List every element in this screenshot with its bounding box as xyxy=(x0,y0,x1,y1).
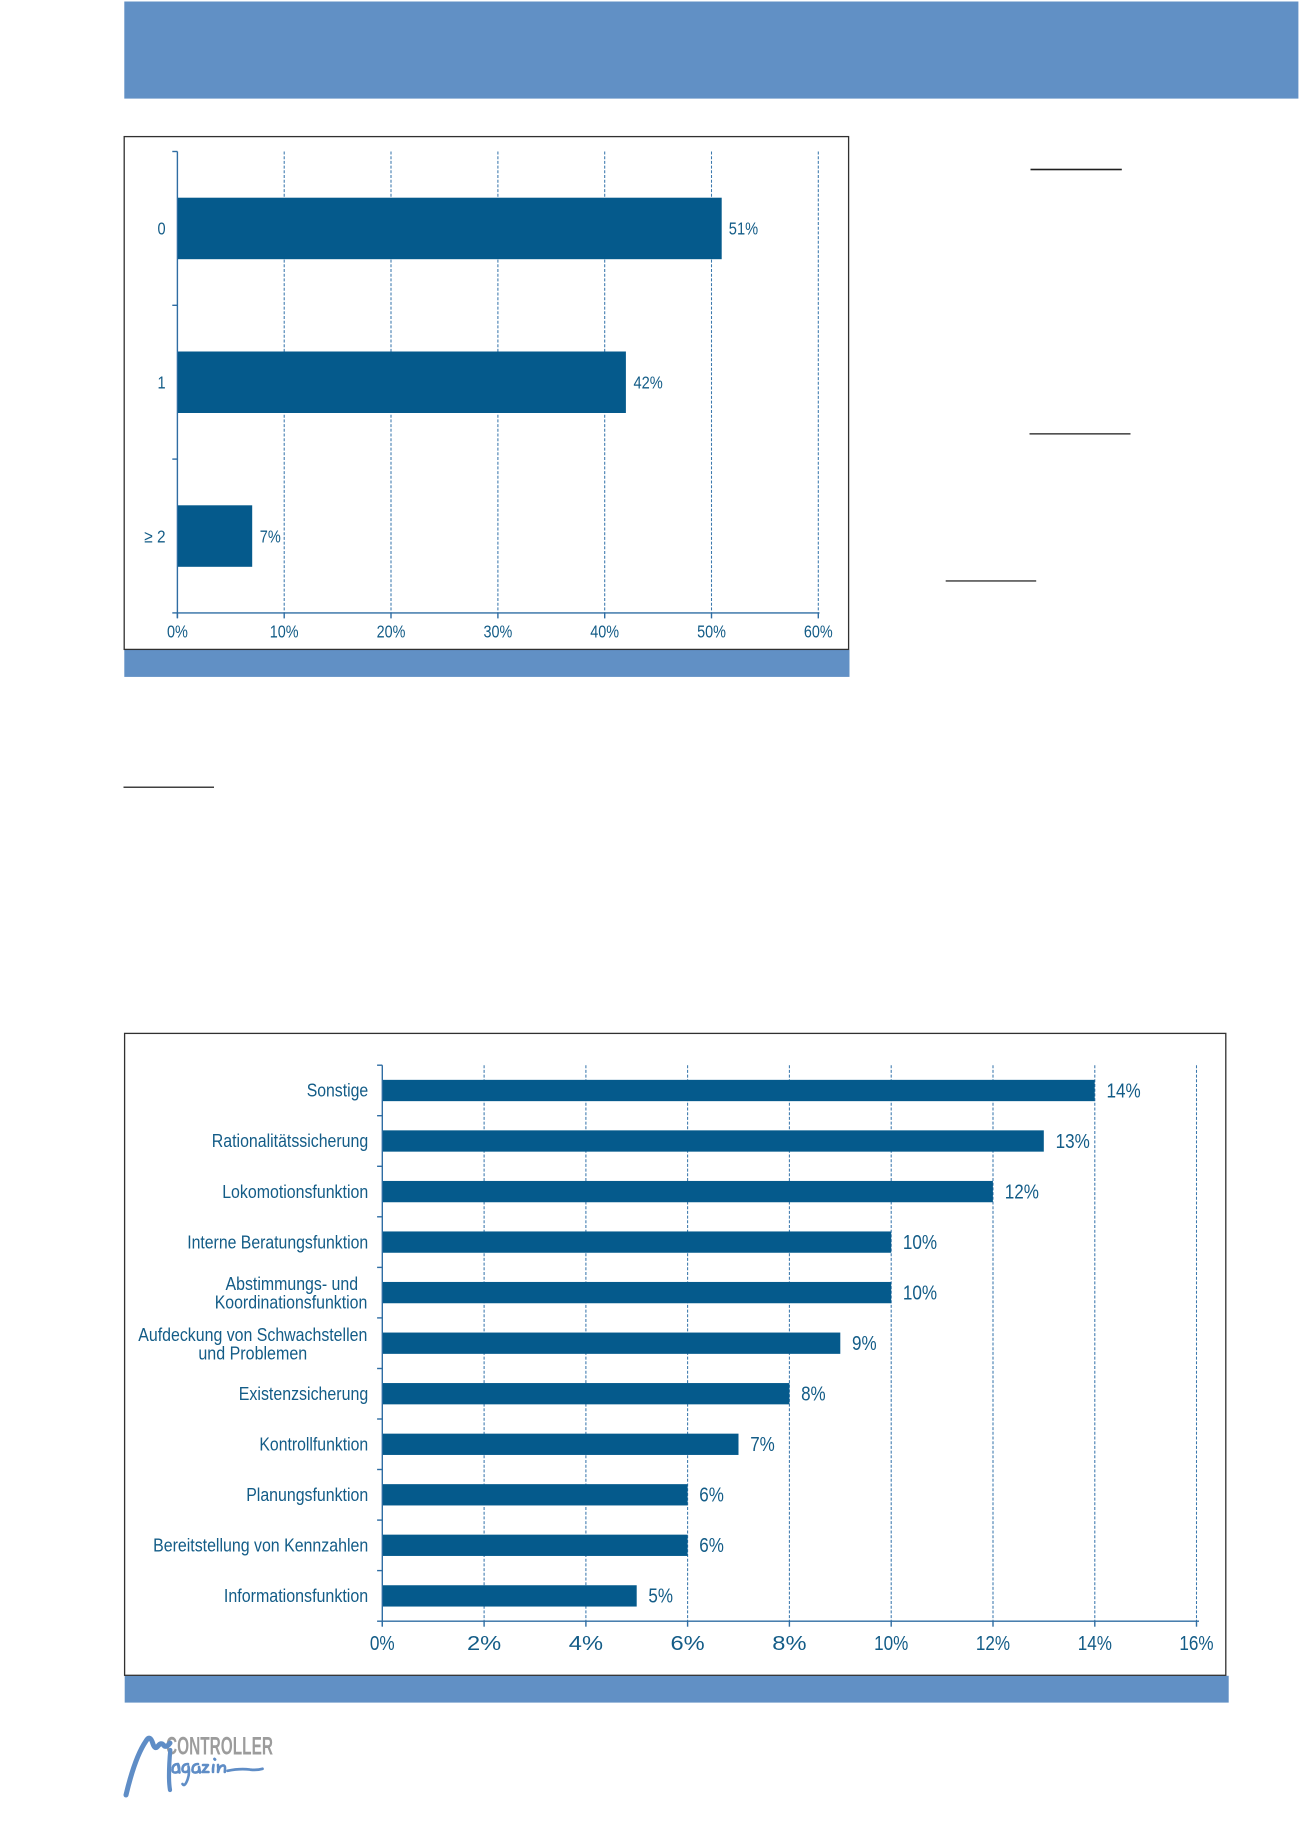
svg-text:Abstimmungs- und: Abstimmungs- und xyxy=(226,1274,359,1294)
svg-text:0%: 0% xyxy=(370,1632,395,1655)
svg-text:10%: 10% xyxy=(874,1632,908,1655)
svg-text:Interne Beratungsfunktion: Interne Beratungsfunktion xyxy=(187,1232,368,1252)
svg-text:Kontrollfunktion: Kontrollfunktion xyxy=(259,1435,368,1455)
svg-text:6%: 6% xyxy=(699,1485,724,1507)
svg-text:Rationalitätssicherung: Rationalitätssicherung xyxy=(212,1131,368,1151)
svg-text:1: 1 xyxy=(158,373,166,393)
svg-text:Informationsfunktion: Informationsfunktion xyxy=(224,1586,368,1606)
svg-text:Sonstige: Sonstige xyxy=(307,1081,369,1101)
svg-text:30%: 30% xyxy=(484,622,513,642)
svg-text:10%: 10% xyxy=(903,1232,937,1254)
svg-text:0%: 0% xyxy=(167,622,188,642)
svg-text:10%: 10% xyxy=(270,622,299,642)
svg-text:42%: 42% xyxy=(634,373,663,393)
svg-text:51%: 51% xyxy=(729,219,758,239)
svg-text:60%: 60% xyxy=(804,622,833,642)
svg-text:Planungsfunktion: Planungsfunktion xyxy=(246,1485,368,1505)
svg-text:7%: 7% xyxy=(750,1434,775,1456)
svg-text:und Problemen: und Problemen xyxy=(198,1343,307,1363)
svg-text:4%: 4% xyxy=(569,1632,603,1655)
svg-text:14%: 14% xyxy=(1107,1080,1141,1102)
svg-text:6%: 6% xyxy=(671,1632,705,1655)
svg-text:14%: 14% xyxy=(1078,1632,1112,1655)
svg-text:6%: 6% xyxy=(699,1535,724,1557)
svg-text:Lokomotionsfunktion: Lokomotionsfunktion xyxy=(222,1182,368,1202)
svg-text:50%: 50% xyxy=(697,622,726,642)
svg-text:10%: 10% xyxy=(903,1282,937,1304)
svg-text:20%: 20% xyxy=(377,622,406,642)
svg-text:9%: 9% xyxy=(852,1333,877,1355)
svg-text:2%: 2% xyxy=(467,1632,501,1655)
svg-text:40%: 40% xyxy=(590,622,619,642)
svg-text:12%: 12% xyxy=(976,1632,1010,1655)
svg-text:≥ 2: ≥ 2 xyxy=(144,526,165,546)
svg-text:12%: 12% xyxy=(1005,1181,1039,1203)
svg-text:Bereitstellung von Kennzahlen: Bereitstellung von Kennzahlen xyxy=(153,1536,368,1556)
svg-text:Existenzsicherung: Existenzsicherung xyxy=(239,1384,368,1404)
svg-text:0: 0 xyxy=(158,219,166,239)
svg-text:Aufdeckung von Schwachstellen: Aufdeckung von Schwachstellen xyxy=(138,1325,367,1345)
svg-text:7%: 7% xyxy=(260,526,281,546)
svg-text:8%: 8% xyxy=(772,1632,806,1655)
svg-text:CONTROLLER: CONTROLLER xyxy=(166,1733,273,1760)
svg-text:13%: 13% xyxy=(1056,1131,1090,1153)
svg-text:5%: 5% xyxy=(648,1586,673,1608)
svg-text:16%: 16% xyxy=(1179,1632,1213,1655)
svg-text:Koordinationsfunktion: Koordinationsfunktion xyxy=(215,1293,368,1313)
svg-text:8%: 8% xyxy=(801,1384,826,1406)
